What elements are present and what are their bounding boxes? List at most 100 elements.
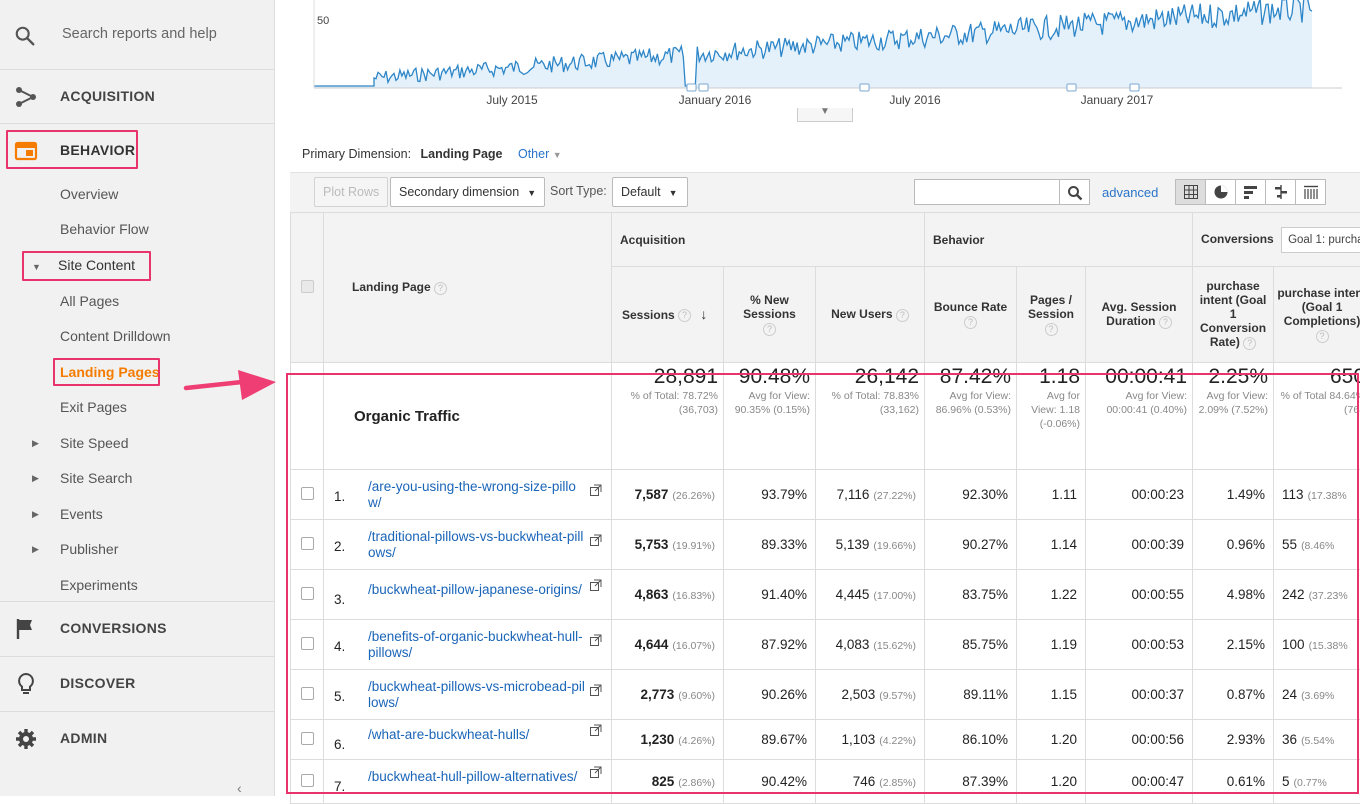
- sidebar-search[interactable]: Search reports and help: [0, 0, 274, 70]
- help-icon[interactable]: ?: [1159, 316, 1172, 329]
- pct-new-sessions-header-label: % New Sessions: [743, 293, 796, 321]
- sessions-header-label: Sessions: [622, 308, 675, 322]
- sidebar-item-site-speed[interactable]: Site Speed: [60, 435, 129, 451]
- chart-collapse-tab[interactable]: ▼: [797, 108, 853, 122]
- sidebar-item-overview[interactable]: Overview: [60, 186, 118, 202]
- column-header-sessions[interactable]: Sessions ? ↓: [612, 267, 724, 363]
- y-tick-label: 50: [317, 15, 329, 27]
- pages-session-header-label: Pages / Session: [1028, 293, 1074, 321]
- help-icon[interactable]: ?: [896, 309, 909, 322]
- collapsed-caret-icon[interactable]: ▶: [32, 473, 39, 484]
- sort-descending-icon[interactable]: ↓: [700, 306, 707, 322]
- collapsed-caret-icon[interactable]: ▶: [32, 509, 39, 520]
- help-icon[interactable]: ?: [763, 323, 776, 336]
- collapsed-caret-icon[interactable]: ▶: [32, 438, 39, 449]
- x-tick-label: January 2016: [679, 93, 752, 107]
- select-all-checkbox[interactable]: [301, 280, 314, 293]
- highlight-landing-pages: [53, 358, 160, 386]
- select-all-cell: [291, 213, 324, 363]
- annotation-marker-icon[interactable]: [860, 84, 869, 91]
- primary-dimension-value[interactable]: Landing Page: [421, 147, 503, 161]
- column-header-landing-page[interactable]: Landing Page ?: [324, 213, 612, 363]
- bar-chart-icon: [1244, 185, 1258, 199]
- annotation-marker-icon[interactable]: [699, 84, 708, 91]
- help-icon[interactable]: ?: [1243, 337, 1256, 350]
- nav-discover-label: DISCOVER: [60, 675, 136, 691]
- primary-dimension-label: Primary Dimension:: [302, 147, 411, 161]
- view-performance-button[interactable]: [1235, 179, 1266, 205]
- nav-conversions[interactable]: CONVERSIONS: [0, 602, 274, 656]
- plot-rows-button[interactable]: Plot Rows: [314, 177, 388, 207]
- column-header-pages-session[interactable]: Pages / Session?: [1017, 267, 1086, 363]
- flag-icon: [14, 617, 38, 641]
- column-header-bounce-rate[interactable]: Bounce Rate?: [925, 267, 1017, 363]
- sidebar-item-content-drilldown[interactable]: Content Drilldown: [60, 328, 171, 344]
- help-icon[interactable]: ?: [1045, 323, 1058, 336]
- group-header-acquisition: Acquisition: [612, 213, 925, 267]
- highlight-table-region: [286, 373, 1359, 794]
- pivot-icon: [1304, 185, 1318, 199]
- collapse-sidebar-icon[interactable]: ‹: [237, 780, 242, 796]
- sessions-line-chart: 50 July 2015 January 2016 July 2016 Janu…: [312, 0, 1342, 122]
- sidebar-item-experiments[interactable]: Experiments: [60, 577, 138, 593]
- annotation-marker-icon[interactable]: [1130, 84, 1139, 91]
- help-icon[interactable]: ?: [678, 309, 691, 322]
- help-icon[interactable]: ?: [1316, 330, 1329, 343]
- advanced-filter-link[interactable]: advanced: [1102, 185, 1158, 200]
- pointer-arrow-icon: [182, 366, 280, 406]
- lightbulb-icon: [14, 672, 38, 696]
- column-header-pct-new-sessions[interactable]: % New Sessions?: [724, 267, 816, 363]
- sort-type-value: Default: [621, 185, 661, 199]
- acquisition-icon: [14, 85, 38, 109]
- landing-page-header-label: Landing Page: [352, 280, 431, 294]
- sort-type-label: Sort Type:: [550, 184, 607, 198]
- chevron-down-icon: ▼: [669, 188, 678, 198]
- goal-conversion-rate-header-label: purchase intent (Goal 1 Conversion Rate): [1200, 279, 1267, 349]
- table-grid-icon: [1184, 185, 1198, 199]
- annotation-marker-icon[interactable]: [687, 84, 696, 91]
- sidebar-item-exit-pages[interactable]: Exit Pages: [60, 399, 127, 415]
- conversions-label: Conversions: [1201, 232, 1274, 246]
- x-tick-label: January 2017: [1081, 93, 1154, 107]
- other-dimension-link[interactable]: Other: [518, 147, 549, 161]
- column-header-goal-conversion-rate[interactable]: purchase intent (Goal 1 Conversion Rate)…: [1193, 267, 1274, 363]
- secondary-dimension-label: Secondary dimension: [399, 185, 519, 199]
- gear-icon: [14, 727, 38, 751]
- plot-rows-label: Plot Rows: [323, 185, 379, 199]
- annotation-marker-icon[interactable]: [1067, 84, 1076, 91]
- nav-acquisition[interactable]: ACQUISITION: [0, 70, 274, 124]
- secondary-dimension-dropdown[interactable]: Secondary dimension▼: [390, 177, 545, 207]
- collapsed-caret-icon[interactable]: ▶: [32, 544, 39, 555]
- sidebar-item-publisher[interactable]: Publisher: [60, 541, 118, 557]
- help-icon[interactable]: ?: [964, 316, 977, 329]
- bounce-rate-header-label: Bounce Rate: [934, 300, 1007, 314]
- nav-discover[interactable]: DISCOVER: [0, 657, 274, 711]
- column-header-goal-completions[interactable]: purchase intent (Goal 1 Completions)?: [1274, 267, 1360, 363]
- search-placeholder[interactable]: Search reports and help: [62, 26, 217, 42]
- view-pivot-button[interactable]: [1295, 179, 1326, 205]
- table-search-input[interactable]: [914, 179, 1060, 205]
- view-switcher: [1176, 179, 1326, 205]
- column-header-avg-session-duration[interactable]: Avg. Session Duration ?: [1086, 267, 1193, 363]
- nav-admin-label: ADMIN: [60, 730, 107, 746]
- sort-type-dropdown[interactable]: Default ▼: [612, 177, 688, 207]
- sidebar-item-behavior-flow[interactable]: Behavior Flow: [60, 221, 149, 237]
- view-comparison-button[interactable]: [1265, 179, 1296, 205]
- table-search-button[interactable]: [1060, 179, 1090, 205]
- group-header-behavior: Behavior: [925, 213, 1193, 267]
- help-icon[interactable]: ?: [434, 282, 447, 295]
- highlight-site-content: [22, 251, 151, 281]
- sidebar-item-events[interactable]: Events: [60, 506, 103, 522]
- column-header-new-users[interactable]: New Users ?: [816, 267, 925, 363]
- view-pie-button[interactable]: [1205, 179, 1236, 205]
- chevron-down-icon: ▼: [820, 106, 830, 117]
- pie-chart-icon: [1214, 185, 1228, 199]
- nav-admin[interactable]: ADMIN: [0, 712, 274, 766]
- goal-select-dropdown[interactable]: Goal 1: purcha: [1281, 227, 1360, 253]
- view-table-button[interactable]: [1175, 179, 1206, 205]
- chevron-down-icon[interactable]: ▼: [553, 150, 562, 160]
- x-tick-label: July 2015: [486, 93, 538, 107]
- sidebar-item-site-search[interactable]: Site Search: [60, 470, 132, 486]
- group-header-conversions: Conversions Goal 1: purcha: [1193, 213, 1360, 267]
- sidebar-item-all-pages[interactable]: All Pages: [60, 293, 119, 309]
